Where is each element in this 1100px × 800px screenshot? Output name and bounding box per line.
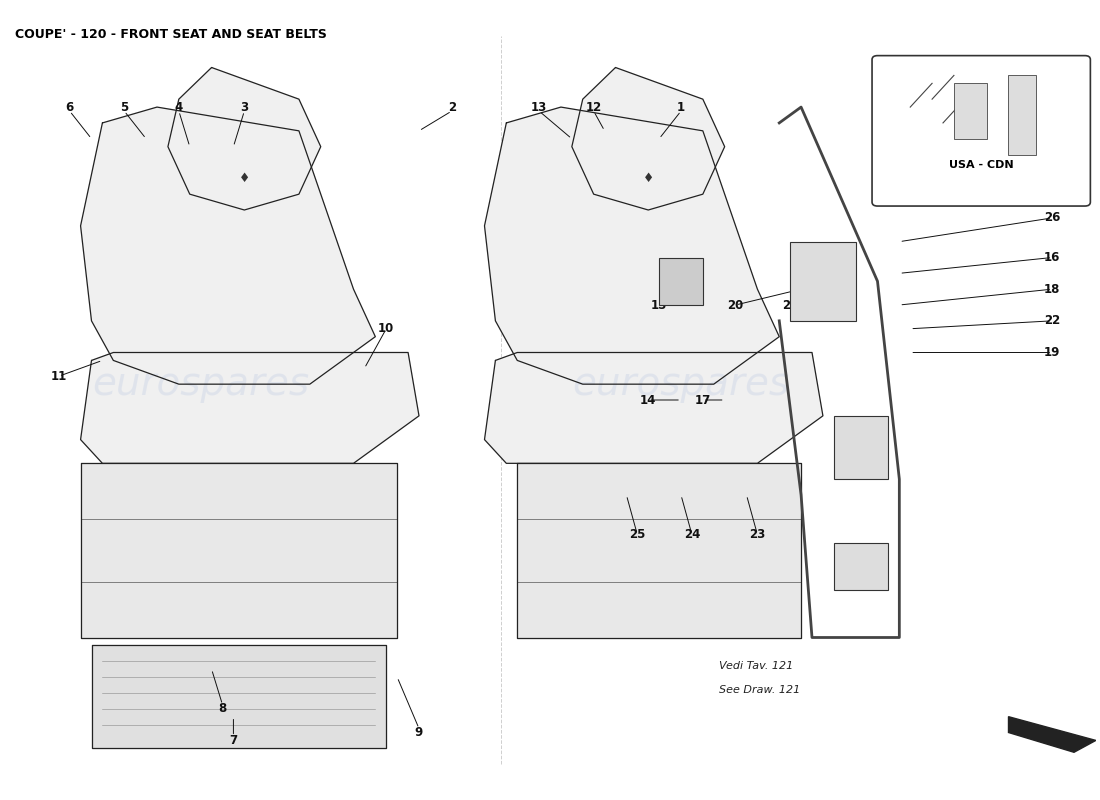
Bar [659,258,703,305]
Text: 14: 14 [640,394,657,406]
Text: 3: 3 [240,101,249,114]
Bar [1009,75,1036,154]
Text: 27: 27 [913,93,930,106]
Text: 8: 8 [219,702,227,715]
Bar [954,83,987,138]
Text: ♦: ♦ [642,172,653,185]
Polygon shape [484,353,823,463]
Text: eurospares: eurospares [92,365,309,403]
Polygon shape [80,353,419,463]
Text: 20: 20 [727,298,744,311]
Text: 19: 19 [1044,346,1060,359]
Text: See Draw. 121: See Draw. 121 [719,685,801,695]
Text: Vedi Tav. 121: Vedi Tav. 121 [719,661,793,671]
Text: 24: 24 [684,528,700,541]
Text: USA - CDN: USA - CDN [949,161,1013,170]
Text: 11: 11 [51,370,67,382]
Text: 21: 21 [782,298,799,311]
Text: 13: 13 [531,101,547,114]
Text: 16: 16 [1044,251,1060,264]
Polygon shape [80,107,375,384]
Text: 4: 4 [175,101,183,114]
Bar [834,542,889,590]
Text: 22: 22 [1044,314,1060,327]
Text: 23: 23 [749,528,766,541]
Text: 5: 5 [120,101,129,114]
Text: COUPE' - 120 - FRONT SEAT AND SEAT BELTS: COUPE' - 120 - FRONT SEAT AND SEAT BELTS [15,28,327,41]
Polygon shape [80,463,397,638]
Polygon shape [168,67,321,210]
Text: 1: 1 [676,101,685,114]
Bar [790,242,856,321]
Text: ♦: ♦ [239,172,250,185]
Text: 25: 25 [629,528,646,541]
Text: 9: 9 [415,726,424,739]
Text: 7: 7 [230,734,238,747]
Text: 18: 18 [1044,282,1060,296]
Polygon shape [572,67,725,210]
Text: 2: 2 [448,101,455,114]
Polygon shape [1009,717,1096,752]
Text: 12: 12 [585,101,602,114]
Text: 10: 10 [378,322,395,335]
Polygon shape [91,646,386,748]
Text: 15: 15 [651,298,668,311]
FancyBboxPatch shape [872,56,1090,206]
Text: 6: 6 [66,101,74,114]
Bar [834,416,889,479]
Polygon shape [517,463,801,638]
Polygon shape [484,107,779,384]
Text: 26: 26 [1044,211,1060,225]
Text: eurospares: eurospares [572,365,790,403]
Text: 17: 17 [695,394,711,406]
